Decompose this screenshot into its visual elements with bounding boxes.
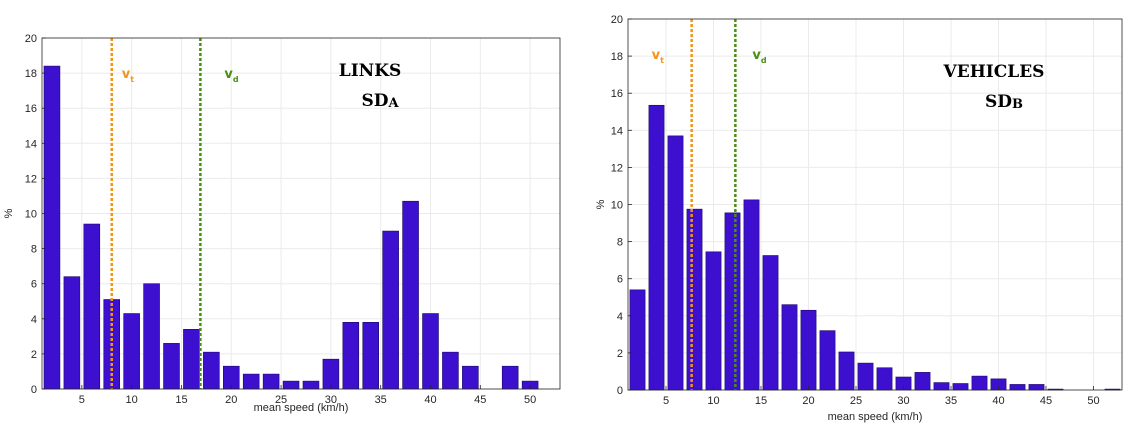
y-tick-label: 20 xyxy=(25,33,37,45)
x-tick-label: 20 xyxy=(802,395,814,407)
bar xyxy=(1028,384,1045,391)
bar xyxy=(838,351,855,391)
y-tick-label: 4 xyxy=(617,311,623,323)
x-tick-label: 40 xyxy=(424,394,436,406)
y-tick-label: 0 xyxy=(617,385,623,397)
x-tick-label: 45 xyxy=(1040,395,1052,407)
x-tick-label: 35 xyxy=(375,394,387,406)
y-tick-label: 8 xyxy=(617,237,623,249)
y-tick-label: 18 xyxy=(611,51,623,63)
panel-title-line1: VEHICLES xyxy=(943,62,1045,82)
panel-title-line2: SDB xyxy=(985,92,1023,112)
y-tick-label: 14 xyxy=(611,125,623,137)
x-tick-label: 15 xyxy=(175,394,187,406)
x-tick-label: 35 xyxy=(945,395,957,407)
bar xyxy=(686,208,703,391)
bar xyxy=(282,380,300,390)
y-tick-label: 2 xyxy=(617,348,623,360)
bar xyxy=(667,135,684,391)
bar xyxy=(63,276,81,390)
bar xyxy=(43,65,61,390)
bar xyxy=(242,373,260,390)
bar xyxy=(743,199,760,391)
y-axis-label: % xyxy=(3,208,15,218)
bar xyxy=(933,382,950,391)
bar xyxy=(302,380,320,390)
y-tick-label: 6 xyxy=(31,279,37,291)
x-tick-label: 30 xyxy=(897,395,909,407)
y-tick-label: 6 xyxy=(617,274,623,286)
bar xyxy=(203,351,220,390)
bar xyxy=(322,358,340,390)
bar xyxy=(724,212,741,391)
bar xyxy=(382,230,399,390)
x-tick-label: 40 xyxy=(992,395,1004,407)
bar xyxy=(262,373,280,390)
y-tick-label: 16 xyxy=(25,103,37,115)
y-tick-label: 10 xyxy=(611,200,623,212)
x-tick-label: 10 xyxy=(126,394,138,406)
x-tick-label: 30 xyxy=(325,394,337,406)
bar xyxy=(143,283,160,390)
bar xyxy=(819,330,836,391)
bar xyxy=(705,251,722,391)
reference-label-vd: vd xyxy=(224,67,238,84)
x-tick-label: 25 xyxy=(275,394,287,406)
bar xyxy=(362,322,380,390)
bar xyxy=(442,351,459,390)
x-tick-label: 5 xyxy=(663,395,669,407)
y-tick-label: 4 xyxy=(31,314,37,326)
bar xyxy=(781,304,798,391)
y-tick-label: 12 xyxy=(25,173,37,185)
x-tick-label: 50 xyxy=(524,394,536,406)
bar xyxy=(83,223,101,390)
x-axis-label: mean speed (km/h) xyxy=(828,411,923,423)
bar xyxy=(1009,384,1026,391)
y-tick-label: 0 xyxy=(31,384,37,396)
x-tick-label: 20 xyxy=(225,394,237,406)
reference-label-vt: vt xyxy=(652,48,664,65)
bar xyxy=(876,367,893,391)
y-tick-label: 16 xyxy=(611,88,623,100)
bar xyxy=(462,365,479,390)
bar xyxy=(857,362,874,391)
bar xyxy=(342,322,360,390)
bar xyxy=(914,372,931,391)
bar xyxy=(123,313,140,390)
bar xyxy=(800,309,817,391)
panel-title-line1: LINKS xyxy=(339,61,402,81)
bar xyxy=(952,383,969,391)
bar xyxy=(501,365,519,390)
x-tick-label: 50 xyxy=(1087,395,1099,407)
y-tick-label: 14 xyxy=(25,138,37,150)
x-axis-label: mean speed (km/h) xyxy=(254,402,349,414)
y-tick-label: 12 xyxy=(611,162,623,174)
panel-title-line2: SDA xyxy=(361,91,399,111)
y-tick-label: 10 xyxy=(25,209,37,221)
reference-label-vt: vt xyxy=(122,67,134,84)
chart-panel-1: vt vd 5 10 15 20 25 30 35 40 45 50 0 2 4 6 8 10 12 14 16 18 20… xyxy=(3,33,561,414)
x-tick-label: 25 xyxy=(850,395,862,407)
bar xyxy=(402,200,419,390)
bar xyxy=(422,313,439,390)
y-tick-label: 20 xyxy=(611,14,623,26)
bar xyxy=(629,289,646,391)
bar xyxy=(971,375,988,391)
bar xyxy=(163,343,180,390)
bar xyxy=(183,329,200,390)
x-tick-label: 5 xyxy=(79,394,85,406)
bar xyxy=(762,255,779,391)
x-tick-label: 10 xyxy=(707,395,719,407)
bar xyxy=(648,104,665,391)
x-tick-label: 45 xyxy=(474,394,486,406)
reference-label-vd: vd xyxy=(752,48,766,65)
y-tick-label: 2 xyxy=(31,349,37,361)
x-tick-label: 15 xyxy=(755,395,767,407)
y-axis-label: % xyxy=(595,199,607,209)
y-tick-label: 18 xyxy=(25,68,37,80)
chart-panel-2: vt vd 5 10 15 20 25 30 35 40 45 50 0 2 4 6 8 10 12 14 16 18 20… xyxy=(595,14,1123,423)
y-tick-label: 8 xyxy=(31,244,37,256)
